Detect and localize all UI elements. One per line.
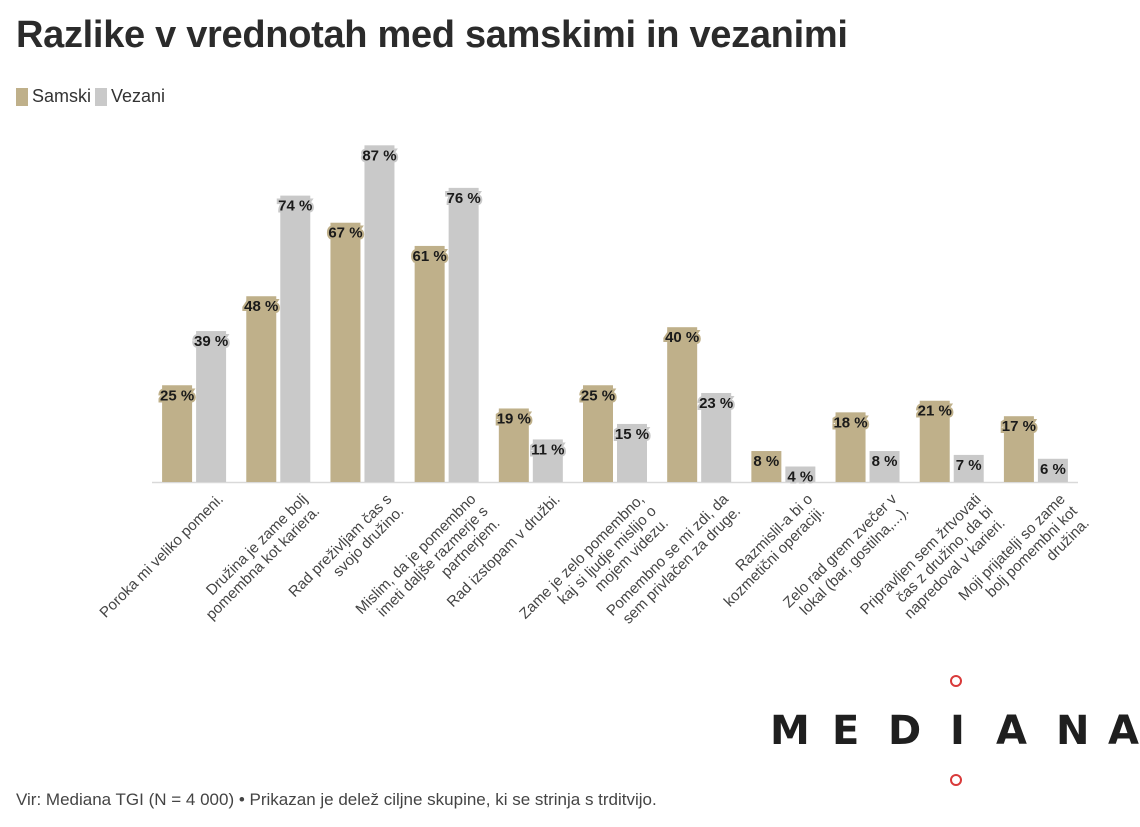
data-label: 8 % <box>872 453 898 470</box>
bar-vezani <box>448 187 479 482</box>
bar-vezani <box>280 195 311 482</box>
bar-vezani <box>785 466 816 482</box>
bar-vezani <box>701 392 732 482</box>
legend-swatch-samski <box>16 87 28 106</box>
data-label: 6 % <box>1040 461 1066 478</box>
bar-samski <box>1003 416 1034 482</box>
data-label: 76 % <box>447 190 481 207</box>
data-label: 23 % <box>699 395 733 412</box>
data-label: 39 % <box>194 333 228 350</box>
data-label: 19 % <box>497 410 531 427</box>
logo-letter: D <box>888 708 922 754</box>
logo-letter: E <box>832 708 860 754</box>
bar-vezani <box>532 439 563 482</box>
legend-label-vezani: Vezani <box>111 86 166 106</box>
bar-vezani <box>196 331 227 482</box>
data-label: 8 % <box>753 453 779 470</box>
bar-samski <box>919 400 950 482</box>
bar-samski <box>751 451 782 482</box>
bar-vezani <box>869 451 900 482</box>
bar-vezani <box>1037 458 1068 482</box>
data-label: 21 % <box>918 403 952 420</box>
data-label: 25 % <box>581 387 615 404</box>
data-label: 40 % <box>665 329 699 346</box>
bar-vezani <box>617 423 647 482</box>
data-label: 67 % <box>328 225 362 242</box>
legend: Samski Vezani <box>16 86 169 107</box>
logo-letter: I <box>950 708 965 754</box>
source-note: Vir: Mediana TGI (N = 4 000) • Prikazan … <box>16 790 657 809</box>
data-label: 4 % <box>787 469 813 486</box>
logo-letter: M <box>770 708 810 754</box>
legend-label-samski: Samski <box>32 86 92 106</box>
legend-item-vezani: Vezani <box>95 86 165 107</box>
bar-samski <box>414 245 445 482</box>
bar-vezani <box>953 454 984 482</box>
x-tick-label: Poroka mi veliko pomeni. <box>96 491 227 622</box>
data-label: 48 % <box>244 298 278 315</box>
bar-samski <box>162 385 193 482</box>
logo-dot-top <box>950 675 962 687</box>
data-label: 25 % <box>160 387 194 404</box>
legend-item-samski: Samski <box>16 86 91 107</box>
data-label: 17 % <box>1002 418 1036 435</box>
bar-samski <box>246 296 277 482</box>
mediana-logo: M E D I A N A <box>770 675 1140 786</box>
logo-dot-bottom <box>950 774 962 786</box>
data-label: 74 % <box>278 198 312 215</box>
bar-vezani <box>364 145 395 482</box>
data-label: 15 % <box>615 426 649 443</box>
data-label: 18 % <box>833 414 867 431</box>
bar-chart: 25 % 39 % Poroka mi veliko pomeni. 48 % 74 %… <box>96 145 1093 627</box>
logo-letter: A <box>996 708 1027 754</box>
chart-title: Razlike v vrednotah med samskimi in veza… <box>16 14 848 56</box>
x-tick-label-line: Poroka mi veliko pomeni. <box>96 491 227 622</box>
logo-letter: A <box>1108 708 1139 754</box>
logo-letter: N <box>1056 708 1090 754</box>
bar-samski <box>667 327 698 482</box>
data-label: 87 % <box>362 147 396 164</box>
data-label: 61 % <box>413 248 447 265</box>
legend-swatch-vezani <box>95 87 108 106</box>
bar-samski <box>498 408 529 482</box>
x-tick-label-line: pomembna kot kariera. <box>203 503 323 623</box>
bar-samski <box>583 385 613 482</box>
bar-samski <box>330 222 361 482</box>
data-label: 7 % <box>956 457 982 474</box>
bar-samski <box>835 412 866 482</box>
data-label: 11 % <box>531 441 564 458</box>
